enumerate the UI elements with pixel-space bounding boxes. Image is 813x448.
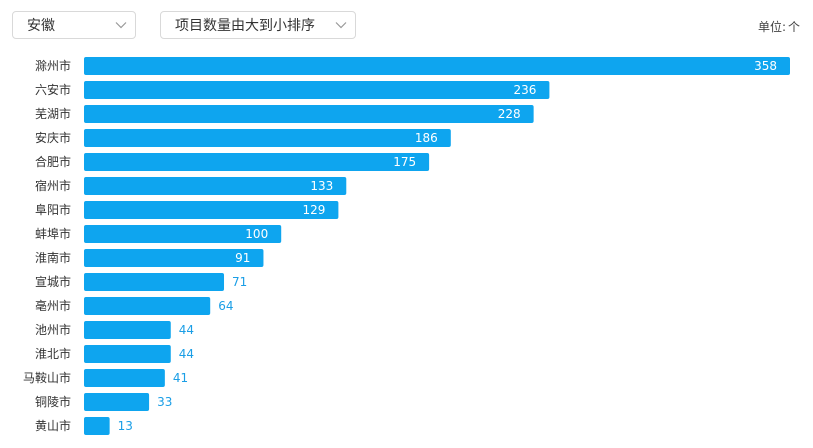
bar[interactable] bbox=[84, 81, 550, 99]
category-label: 马鞍山市 bbox=[23, 370, 71, 385]
value-label: 64 bbox=[218, 299, 233, 313]
value-label: 186 bbox=[415, 131, 438, 145]
unit-label: 单位: bbox=[757, 20, 786, 34]
toolbar: 安徽 项目数量由大到小排序 单位: 个 bbox=[0, 0, 813, 48]
bar[interactable] bbox=[84, 57, 790, 75]
category-label: 铜陵市 bbox=[35, 394, 71, 409]
bar[interactable] bbox=[84, 417, 110, 435]
unit-indicator: 单位: 个 bbox=[756, 18, 800, 35]
value-label: 228 bbox=[498, 107, 521, 121]
category-label: 亳州市 bbox=[35, 298, 71, 313]
bar[interactable] bbox=[84, 297, 211, 315]
bar[interactable] bbox=[84, 369, 165, 387]
region-select[interactable]: 安徽 bbox=[12, 11, 136, 39]
bar[interactable] bbox=[84, 201, 339, 219]
category-label: 宣城市 bbox=[35, 274, 71, 289]
category-label: 黄山市 bbox=[35, 418, 71, 433]
bar[interactable] bbox=[84, 393, 150, 411]
category-label: 芜湖市 bbox=[35, 106, 71, 121]
region-select-value: 安徽 bbox=[27, 18, 55, 34]
value-label: 91 bbox=[235, 251, 250, 265]
value-label: 129 bbox=[302, 203, 325, 217]
category-label: 滁州市 bbox=[35, 58, 71, 73]
value-label: 175 bbox=[393, 155, 416, 169]
sort-select-value: 项目数量由大到小排序 bbox=[175, 18, 315, 34]
sort-select[interactable]: 项目数量由大到小排序 bbox=[160, 11, 356, 39]
value-label: 41 bbox=[173, 371, 188, 385]
chevron-down-icon bbox=[335, 22, 347, 29]
bar[interactable] bbox=[84, 177, 347, 195]
bar-chart: 滁州市 358 六安市 236 芜湖市 228 安庆市 186 合肥市 175 宿州市 133 阜阳市 1… bbox=[23, 57, 790, 435]
value-label: 358 bbox=[754, 59, 777, 73]
category-label: 阜阳市 bbox=[35, 202, 71, 217]
category-label: 淮南市 bbox=[35, 250, 71, 265]
category-label: 宿州市 bbox=[35, 178, 71, 193]
bar[interactable] bbox=[84, 129, 451, 147]
bar[interactable] bbox=[84, 249, 264, 267]
value-label: 13 bbox=[118, 419, 133, 433]
category-label: 六安市 bbox=[35, 82, 71, 97]
category-label: 合肥市 bbox=[35, 154, 71, 169]
value-label: 133 bbox=[310, 179, 333, 193]
bar[interactable] bbox=[84, 153, 430, 171]
unit-value: 个 bbox=[787, 20, 800, 34]
value-label: 236 bbox=[514, 83, 537, 97]
category-label: 淮北市 bbox=[35, 346, 71, 361]
bar[interactable] bbox=[84, 273, 225, 291]
value-label: 44 bbox=[179, 323, 194, 337]
value-label: 71 bbox=[232, 275, 247, 289]
category-label: 池州市 bbox=[35, 322, 71, 337]
bar[interactable] bbox=[84, 105, 534, 123]
bar[interactable] bbox=[84, 345, 171, 363]
chevron-down-icon bbox=[115, 22, 127, 29]
bar[interactable] bbox=[84, 321, 171, 339]
category-label: 蚌埠市 bbox=[35, 226, 71, 241]
bar[interactable] bbox=[84, 225, 282, 243]
value-label: 100 bbox=[245, 227, 268, 241]
category-label: 安庆市 bbox=[35, 130, 71, 145]
value-label: 44 bbox=[179, 347, 194, 361]
value-label: 33 bbox=[157, 395, 172, 409]
